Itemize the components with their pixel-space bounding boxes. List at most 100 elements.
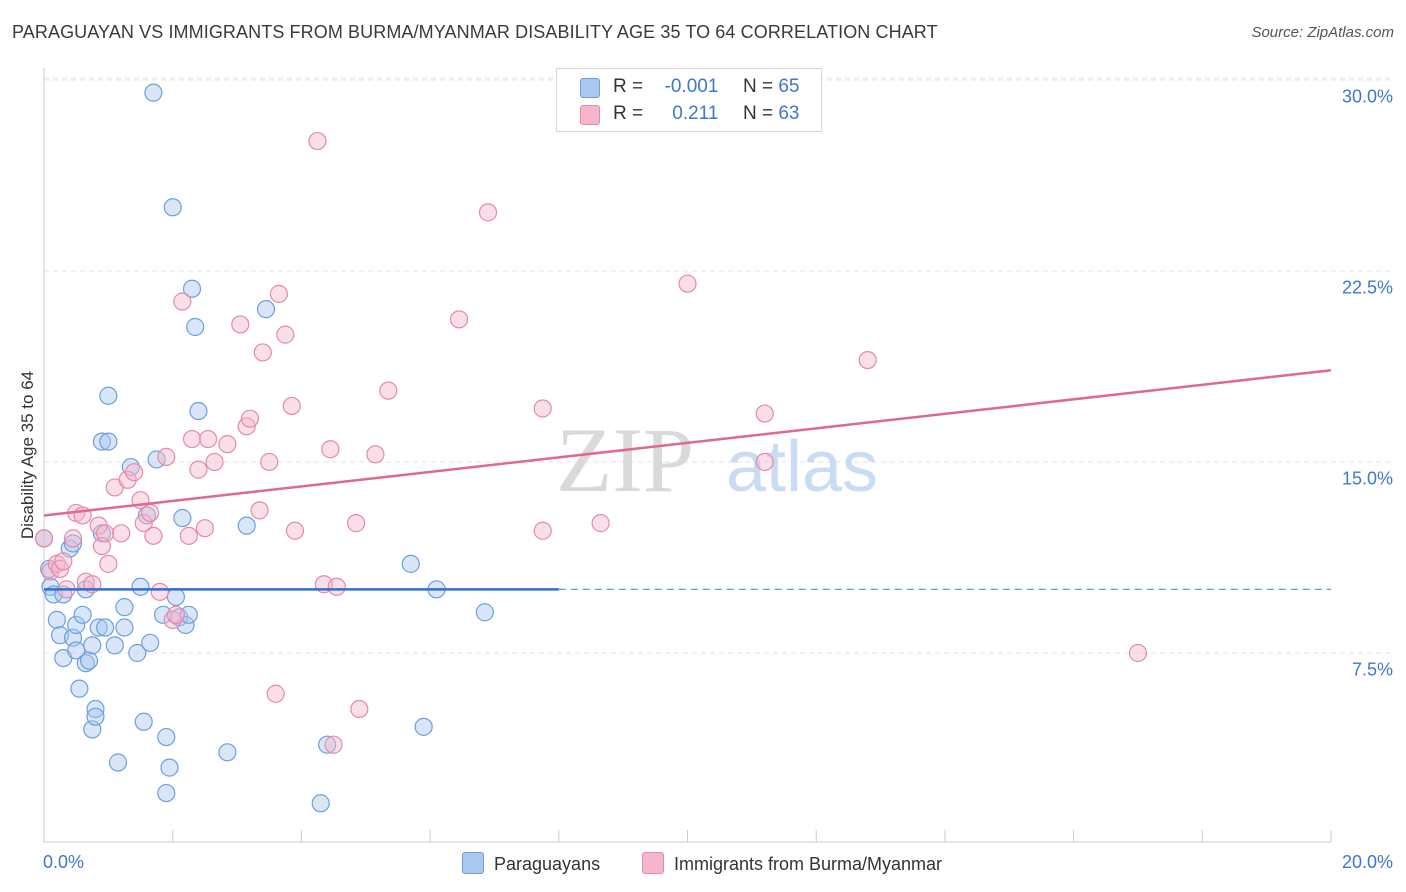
paraguayans-point <box>157 783 176 803</box>
bottom-legend-label: Paraguayans <box>494 854 601 874</box>
paraguayans-point <box>105 636 124 655</box>
trend-lines <box>43 369 1332 591</box>
burma-point <box>118 470 137 489</box>
paraguayans-point <box>237 516 256 535</box>
bottom-legend-paraguayans: Paraguayans <box>462 852 600 875</box>
burma-point <box>54 552 73 571</box>
correlation-legend: R = -0.001 N = 65 R = 0.211 N = 63 <box>556 68 822 132</box>
legend-r-label: R = <box>613 76 644 97</box>
burma-point <box>327 577 346 596</box>
paraguayans-point <box>179 605 198 624</box>
burma-point <box>124 463 144 482</box>
burma-point <box>231 315 250 334</box>
burma-point <box>34 529 54 548</box>
x-tick-max: 20.0% <box>1341 852 1393 872</box>
burma-point <box>282 396 301 416</box>
burma-point <box>533 521 552 540</box>
burma-point <box>285 521 305 540</box>
burma-point <box>150 582 169 601</box>
paraguayans-point <box>67 615 86 635</box>
burma-point <box>269 284 288 303</box>
burma-point <box>173 292 192 311</box>
bottom-legend-label: Immigrants from Burma/Myanmar <box>674 854 943 874</box>
burma-point <box>163 610 182 629</box>
burma-point <box>591 514 610 533</box>
burma-point <box>276 325 295 344</box>
paraguayans-point <box>128 643 147 663</box>
burma-point <box>99 554 118 573</box>
burma-point <box>182 429 202 449</box>
burma-point <box>449 310 469 329</box>
paraguayans-point <box>92 432 112 451</box>
paraguayans-point <box>131 577 150 596</box>
paraguayans-point <box>218 743 237 762</box>
grid-lines <box>44 77 1394 654</box>
burma-point <box>324 735 343 754</box>
paraguayans-point <box>173 508 192 528</box>
paraguayans-point <box>157 727 176 747</box>
y-tick-22-5: 22.5% <box>1341 277 1393 298</box>
paraguayans-point <box>115 618 134 637</box>
burma-point <box>205 452 224 472</box>
burma-point <box>321 440 340 459</box>
burma-point <box>755 452 774 472</box>
legend-r-label: R = <box>613 103 644 124</box>
burma-point <box>240 409 260 428</box>
legend-r-value: 0.211 <box>672 103 719 124</box>
paraguayans-point <box>89 618 108 637</box>
chart-title: PARAGUAYAN VS IMMIGRANTS FROM BURMA/MYAN… <box>12 22 938 42</box>
burma-point <box>96 524 115 543</box>
burma-trend-line <box>43 369 1332 517</box>
burma-point <box>755 404 774 423</box>
burma-point <box>63 529 83 548</box>
paraguayans-point <box>163 198 182 217</box>
source-label: Source: ZipAtlas.com <box>1251 24 1394 41</box>
paraguayans-point <box>63 534 83 553</box>
burma-point <box>858 350 877 370</box>
paraguayans-point <box>96 618 115 637</box>
burma-point <box>266 684 285 703</box>
paraguayans-point <box>67 641 86 660</box>
watermark-zip: ZIP <box>556 409 694 511</box>
paraguayans-point <box>186 317 205 337</box>
paraguayans-point <box>166 587 186 607</box>
paraguayans-point <box>83 636 102 655</box>
burma-point <box>134 514 153 533</box>
paraguayans-points <box>34 83 494 813</box>
burma-point <box>141 503 160 523</box>
watermark-atlas: atlas <box>726 427 878 507</box>
paraguayans-point <box>134 712 153 731</box>
paraguayans-point <box>414 717 433 736</box>
burma-point <box>379 381 398 400</box>
legend-n-label: N = <box>742 103 774 124</box>
y-tick-7-5: 7.5% <box>1351 659 1393 680</box>
paraguayans-point <box>475 603 494 622</box>
bottom-legend-swatch-pink <box>642 852 664 874</box>
paraguayans-point <box>318 735 337 754</box>
paraguayans-point <box>76 654 95 673</box>
paraguayans-point <box>99 432 118 451</box>
paraguayans-point <box>79 651 99 670</box>
paraguayans-point <box>182 279 202 298</box>
paraguayans-point <box>141 633 160 652</box>
legend-n-value: 65 <box>778 76 800 97</box>
burma-point <box>144 526 163 545</box>
burma-point <box>112 524 131 543</box>
burma-point <box>366 445 385 464</box>
watermark: ZIP atlas <box>556 409 878 511</box>
burma-point <box>678 274 697 293</box>
burma-point <box>189 460 208 479</box>
legend-n-label: N = <box>742 76 774 97</box>
paraguayans-point <box>99 386 118 405</box>
paraguayans-point <box>86 707 105 726</box>
y-axis-label: Disability Age 35 to 64 <box>18 370 37 540</box>
burma-point <box>533 399 552 418</box>
y-tick-30: 30.0% <box>1341 86 1393 107</box>
burma-point <box>253 343 272 362</box>
paraguayans-point <box>86 699 105 719</box>
burma-point <box>89 516 108 535</box>
paraguayans-point <box>144 83 163 102</box>
burma-point <box>346 514 366 533</box>
bottom-legend-swatch-blue <box>462 852 484 874</box>
